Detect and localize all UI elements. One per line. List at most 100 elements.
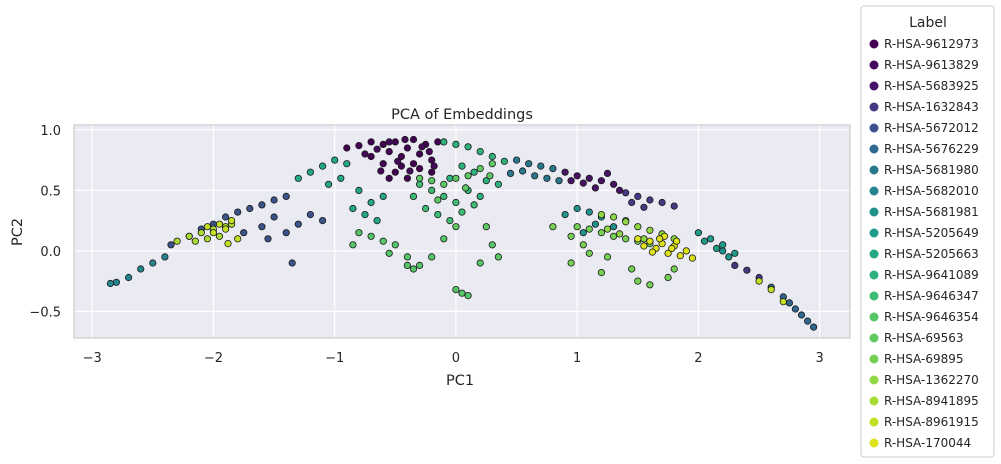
data-point [282, 229, 290, 237]
data-point [106, 279, 115, 288]
legend-marker [869, 144, 879, 154]
legend-item: R-HSA-1632843 [869, 100, 979, 114]
legend-label: R-HSA-8961915 [884, 415, 979, 429]
legend-marker [869, 312, 879, 322]
data-point [488, 152, 496, 161]
legend-marker [869, 60, 879, 70]
data-point [209, 229, 217, 237]
data-point [743, 266, 751, 274]
legend-title: Label [909, 15, 947, 31]
legend-label: R-HSA-5205663 [884, 247, 979, 261]
data-point [385, 138, 393, 146]
x-tick-label: 0 [452, 351, 460, 366]
data-point [367, 152, 375, 161]
data-point [525, 160, 533, 168]
data-point [803, 317, 812, 325]
data-point [585, 225, 593, 233]
data-point [167, 241, 175, 249]
data-point [706, 235, 715, 243]
legend-label: R-HSA-9641089 [884, 268, 979, 282]
data-point [373, 217, 381, 225]
data-point [228, 217, 236, 225]
y-tick-label: −0.5 [29, 305, 61, 320]
data-point [458, 208, 466, 216]
data-point [282, 192, 290, 200]
data-point [403, 253, 411, 261]
data-point [640, 203, 648, 211]
legend-marker [869, 228, 879, 238]
data-point [373, 145, 381, 153]
series-R-HSA-8961915 [203, 217, 787, 306]
data-point [731, 261, 739, 269]
data-point [379, 192, 387, 200]
data-point [331, 156, 339, 164]
data-point [646, 226, 654, 234]
data-point [428, 177, 436, 185]
legend-label: R-HSA-5672012 [884, 121, 979, 135]
data-point [440, 180, 448, 188]
data-point [234, 208, 242, 216]
data-point [518, 167, 527, 175]
data-point [318, 162, 327, 170]
data-point [615, 186, 624, 194]
legend-label: R-HSA-69563 [884, 331, 964, 345]
data-point [567, 177, 575, 185]
data-point [573, 172, 581, 180]
data-point [609, 223, 618, 231]
series-R-HSA-5205663 [294, 156, 387, 225]
data-point [579, 241, 587, 249]
series-R-HSA-9613829 [361, 135, 438, 175]
data-point [567, 232, 575, 240]
y-tick-labels: −0.5 0.0 0.5 1.0 [29, 124, 61, 321]
data-point [579, 229, 587, 237]
data-point [379, 140, 387, 148]
data-point [585, 174, 593, 182]
data-point [655, 235, 664, 243]
data-point [628, 265, 636, 273]
data-point [567, 259, 575, 267]
data-point [791, 305, 800, 313]
data-point [434, 196, 442, 204]
data-point [409, 160, 418, 168]
legend-item: R-HSA-8941895 [869, 394, 979, 408]
data-point [446, 217, 454, 225]
series-R-HSA-9646347 [409, 180, 478, 225]
data-point [464, 172, 472, 180]
data-point [401, 135, 409, 144]
legend: Label R-HSA-9612973 R-HSA-9613829 R-HSA-56… [860, 5, 995, 458]
data-point [264, 235, 272, 243]
legend-item: R-HSA-69895 [869, 352, 964, 366]
data-point [464, 143, 472, 151]
data-point [603, 225, 612, 233]
legend-item: R-HSA-8961915 [869, 415, 979, 429]
legend-item: R-HSA-5681980 [869, 163, 979, 177]
data-point [640, 235, 648, 243]
data-point [288, 259, 296, 267]
data-point [137, 265, 145, 273]
y-tick-label: 0.5 [40, 184, 61, 199]
data-point [440, 138, 448, 146]
data-point [555, 177, 563, 185]
data-point [415, 165, 424, 173]
data-point [476, 192, 484, 200]
series-R-HSA-9612973 [343, 135, 442, 182]
data-point [476, 165, 484, 173]
legend-label: R-HSA-170044 [884, 436, 971, 450]
data-point [452, 198, 460, 207]
data-point [440, 192, 448, 200]
data-point [125, 273, 133, 282]
data-point [506, 169, 515, 177]
data-point [585, 208, 593, 216]
data-point [203, 223, 211, 231]
data-point [452, 140, 460, 148]
data-point [482, 223, 490, 231]
y-axis-title: PC2 [10, 218, 26, 246]
legend-label: R-HSA-5683925 [884, 79, 979, 93]
series-R-HSA-5683925 [561, 168, 624, 194]
data-point [403, 261, 411, 269]
data-point [240, 229, 248, 237]
data-point [797, 311, 806, 319]
data-point [573, 204, 581, 213]
legend-item: R-HSA-9646347 [869, 289, 979, 303]
x-tick-label: 1 [573, 351, 581, 366]
